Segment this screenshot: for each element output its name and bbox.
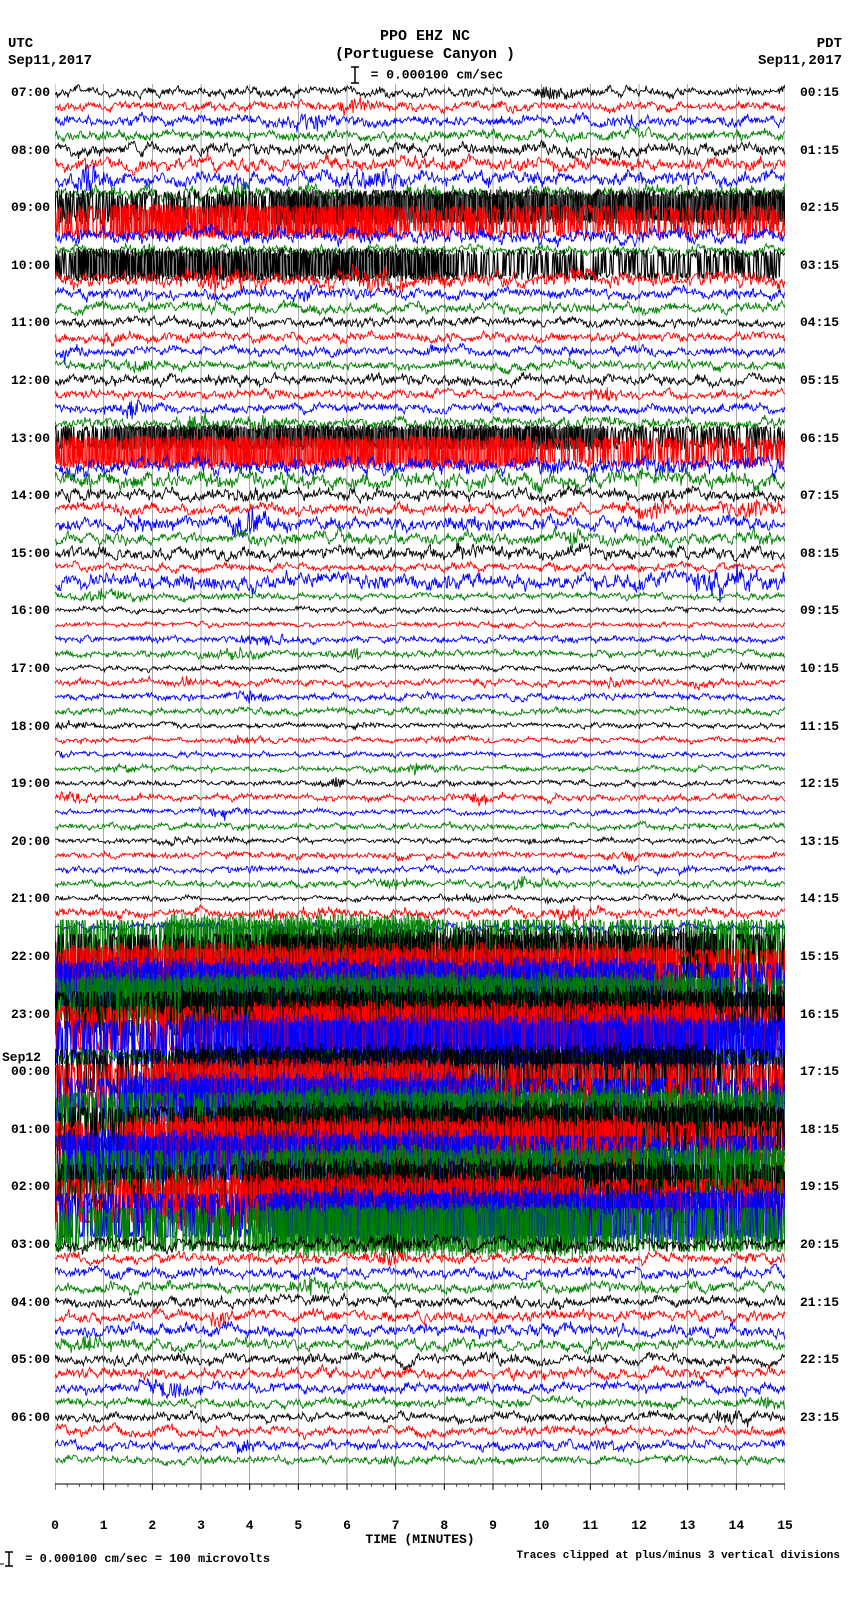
scale-bar-icon bbox=[0, 1550, 18, 1568]
local-time-label: 18:15 bbox=[800, 1122, 850, 1137]
header-scale-text: = 0.000100 cm/sec bbox=[371, 67, 504, 82]
header-left-block: UTC Sep11,2017 bbox=[8, 36, 92, 70]
local-time-label: 04:15 bbox=[800, 315, 850, 330]
plot-area: 07:00 08:00 09:00 10:00 11:00 12:00 13:00 14:00… bbox=[0, 84, 850, 1544]
local-time-label: 07:15 bbox=[800, 488, 850, 503]
x-tick-label: 0 bbox=[51, 1518, 59, 1533]
x-tick-label: 5 bbox=[294, 1518, 302, 1533]
utc-time-label: 23:00 bbox=[0, 1007, 50, 1022]
utc-time-label: 05:00 bbox=[0, 1352, 50, 1367]
local-time-label: 23:15 bbox=[800, 1410, 850, 1425]
utc-time-label: 22:00 bbox=[0, 949, 50, 964]
x-tick-label: 4 bbox=[246, 1518, 254, 1533]
left-date: Sep11,2017 bbox=[8, 53, 92, 70]
x-tick-label: 3 bbox=[197, 1518, 205, 1533]
utc-day-label: Sep12 bbox=[2, 1050, 41, 1065]
utc-time-label: 03:00 bbox=[0, 1237, 50, 1252]
utc-time-label: 09:00 bbox=[0, 200, 50, 215]
x-tick-label: 8 bbox=[440, 1518, 448, 1533]
local-time-label: 12:15 bbox=[800, 776, 850, 791]
utc-time-label: 19:00 bbox=[0, 776, 50, 791]
utc-time-label: 01:00 bbox=[0, 1122, 50, 1137]
utc-time-label: 04:00 bbox=[0, 1295, 50, 1310]
right-date: Sep11,2017 bbox=[758, 53, 842, 70]
utc-time-label: 00:00 bbox=[0, 1064, 50, 1079]
utc-time-label: 17:00 bbox=[0, 661, 50, 676]
x-tick-label: 1 bbox=[100, 1518, 108, 1533]
local-time-label: 06:15 bbox=[800, 431, 850, 446]
utc-time-label: 10:00 bbox=[0, 258, 50, 273]
local-time-label: 21:15 bbox=[800, 1295, 850, 1310]
header-scale: = 0.000100 cm/sec bbox=[0, 64, 850, 84]
station-id: PPO EHZ NC bbox=[0, 28, 850, 46]
local-time-label: 22:15 bbox=[800, 1352, 850, 1367]
utc-time-label: 16:00 bbox=[0, 603, 50, 618]
local-time-label: 13:15 bbox=[800, 834, 850, 849]
utc-time-label: 13:00 bbox=[0, 431, 50, 446]
left-timezone: UTC bbox=[8, 36, 92, 53]
footer-clip-text: Traces clipped at plus/minus 3 vertical … bbox=[517, 1550, 840, 1562]
helicorder-container: UTC Sep11,2017 PPO EHZ NC (Portuguese Ca… bbox=[0, 0, 850, 1570]
footer-left: = 0.000100 cm/sec = 100 microvolts bbox=[0, 1550, 270, 1568]
x-tick-label: 15 bbox=[777, 1518, 793, 1533]
utc-time-label: 07:00 bbox=[0, 85, 50, 100]
local-time-label: 14:15 bbox=[800, 891, 850, 906]
x-tick-label: 9 bbox=[489, 1518, 497, 1533]
x-axis: TIME (MINUTES) 0123456789101112131415 bbox=[55, 1514, 785, 1544]
local-time-label: 10:15 bbox=[800, 661, 850, 676]
right-timezone: PDT bbox=[758, 36, 842, 53]
local-time-label: 01:15 bbox=[800, 143, 850, 158]
local-time-label: 20:15 bbox=[800, 1237, 850, 1252]
utc-time-label: 15:00 bbox=[0, 546, 50, 561]
local-time-label: 09:15 bbox=[800, 603, 850, 618]
utc-time-label: 21:00 bbox=[0, 891, 50, 906]
local-time-label: 02:15 bbox=[800, 200, 850, 215]
scale-bar-icon bbox=[347, 66, 363, 84]
local-time-label: 11:15 bbox=[800, 719, 850, 734]
footer: = 0.000100 cm/sec = 100 microvolts Trace… bbox=[0, 1544, 850, 1570]
local-time-label: 19:15 bbox=[800, 1179, 850, 1194]
footer-scale-text: = 0.000100 cm/sec = 100 microvolts bbox=[25, 1552, 270, 1566]
local-time-label: 03:15 bbox=[800, 258, 850, 273]
x-tick-label: 6 bbox=[343, 1518, 351, 1533]
x-tick-label: 7 bbox=[392, 1518, 400, 1533]
local-time-label: 17:15 bbox=[800, 1064, 850, 1079]
utc-time-label: 14:00 bbox=[0, 488, 50, 503]
utc-time-label: 12:00 bbox=[0, 373, 50, 388]
header-center-block: PPO EHZ NC (Portuguese Canyon ) = 0.0001… bbox=[0, 2, 850, 84]
local-time-label: 00:15 bbox=[800, 85, 850, 100]
utc-time-label: 20:00 bbox=[0, 834, 50, 849]
header: UTC Sep11,2017 PPO EHZ NC (Portuguese Ca… bbox=[0, 0, 850, 84]
x-tick-label: 14 bbox=[729, 1518, 745, 1533]
local-time-label: 16:15 bbox=[800, 1007, 850, 1022]
x-tick-label: 2 bbox=[148, 1518, 156, 1533]
utc-time-label: 02:00 bbox=[0, 1179, 50, 1194]
x-tick-label: 13 bbox=[680, 1518, 696, 1533]
local-time-label: 08:15 bbox=[800, 546, 850, 561]
x-tick-label: 11 bbox=[583, 1518, 599, 1533]
utc-time-label: 18:00 bbox=[0, 719, 50, 734]
helicorder-plot bbox=[55, 84, 785, 1514]
utc-time-label: 08:00 bbox=[0, 143, 50, 158]
local-time-label: 05:15 bbox=[800, 373, 850, 388]
local-time-label: 15:15 bbox=[800, 949, 850, 964]
utc-time-label: 11:00 bbox=[0, 315, 50, 330]
x-tick-label: 10 bbox=[534, 1518, 550, 1533]
x-tick-label: 12 bbox=[631, 1518, 647, 1533]
utc-time-label: 06:00 bbox=[0, 1410, 50, 1425]
header-right-block: PDT Sep11,2017 bbox=[758, 36, 842, 70]
station-location: (Portuguese Canyon ) bbox=[0, 46, 850, 64]
